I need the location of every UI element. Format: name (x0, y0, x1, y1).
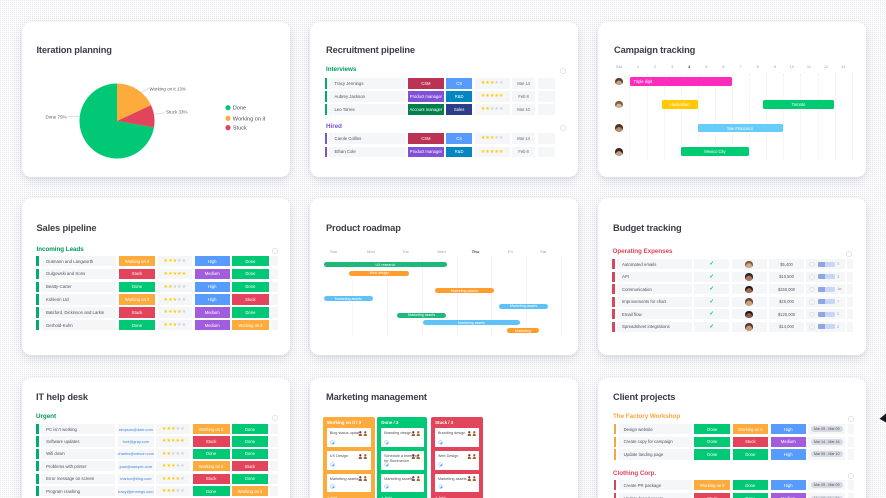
svg-text:Done 75%: Done 75% (45, 114, 66, 119)
svg-text:Working on it 13%: Working on it 13% (150, 86, 186, 91)
svg-text:Stuck 33%: Stuck 33% (166, 110, 188, 115)
svg-text:Done: Done (233, 106, 246, 112)
svg-text:Stuck: Stuck (233, 126, 247, 132)
svg-text:Working on it: Working on it (233, 116, 266, 122)
